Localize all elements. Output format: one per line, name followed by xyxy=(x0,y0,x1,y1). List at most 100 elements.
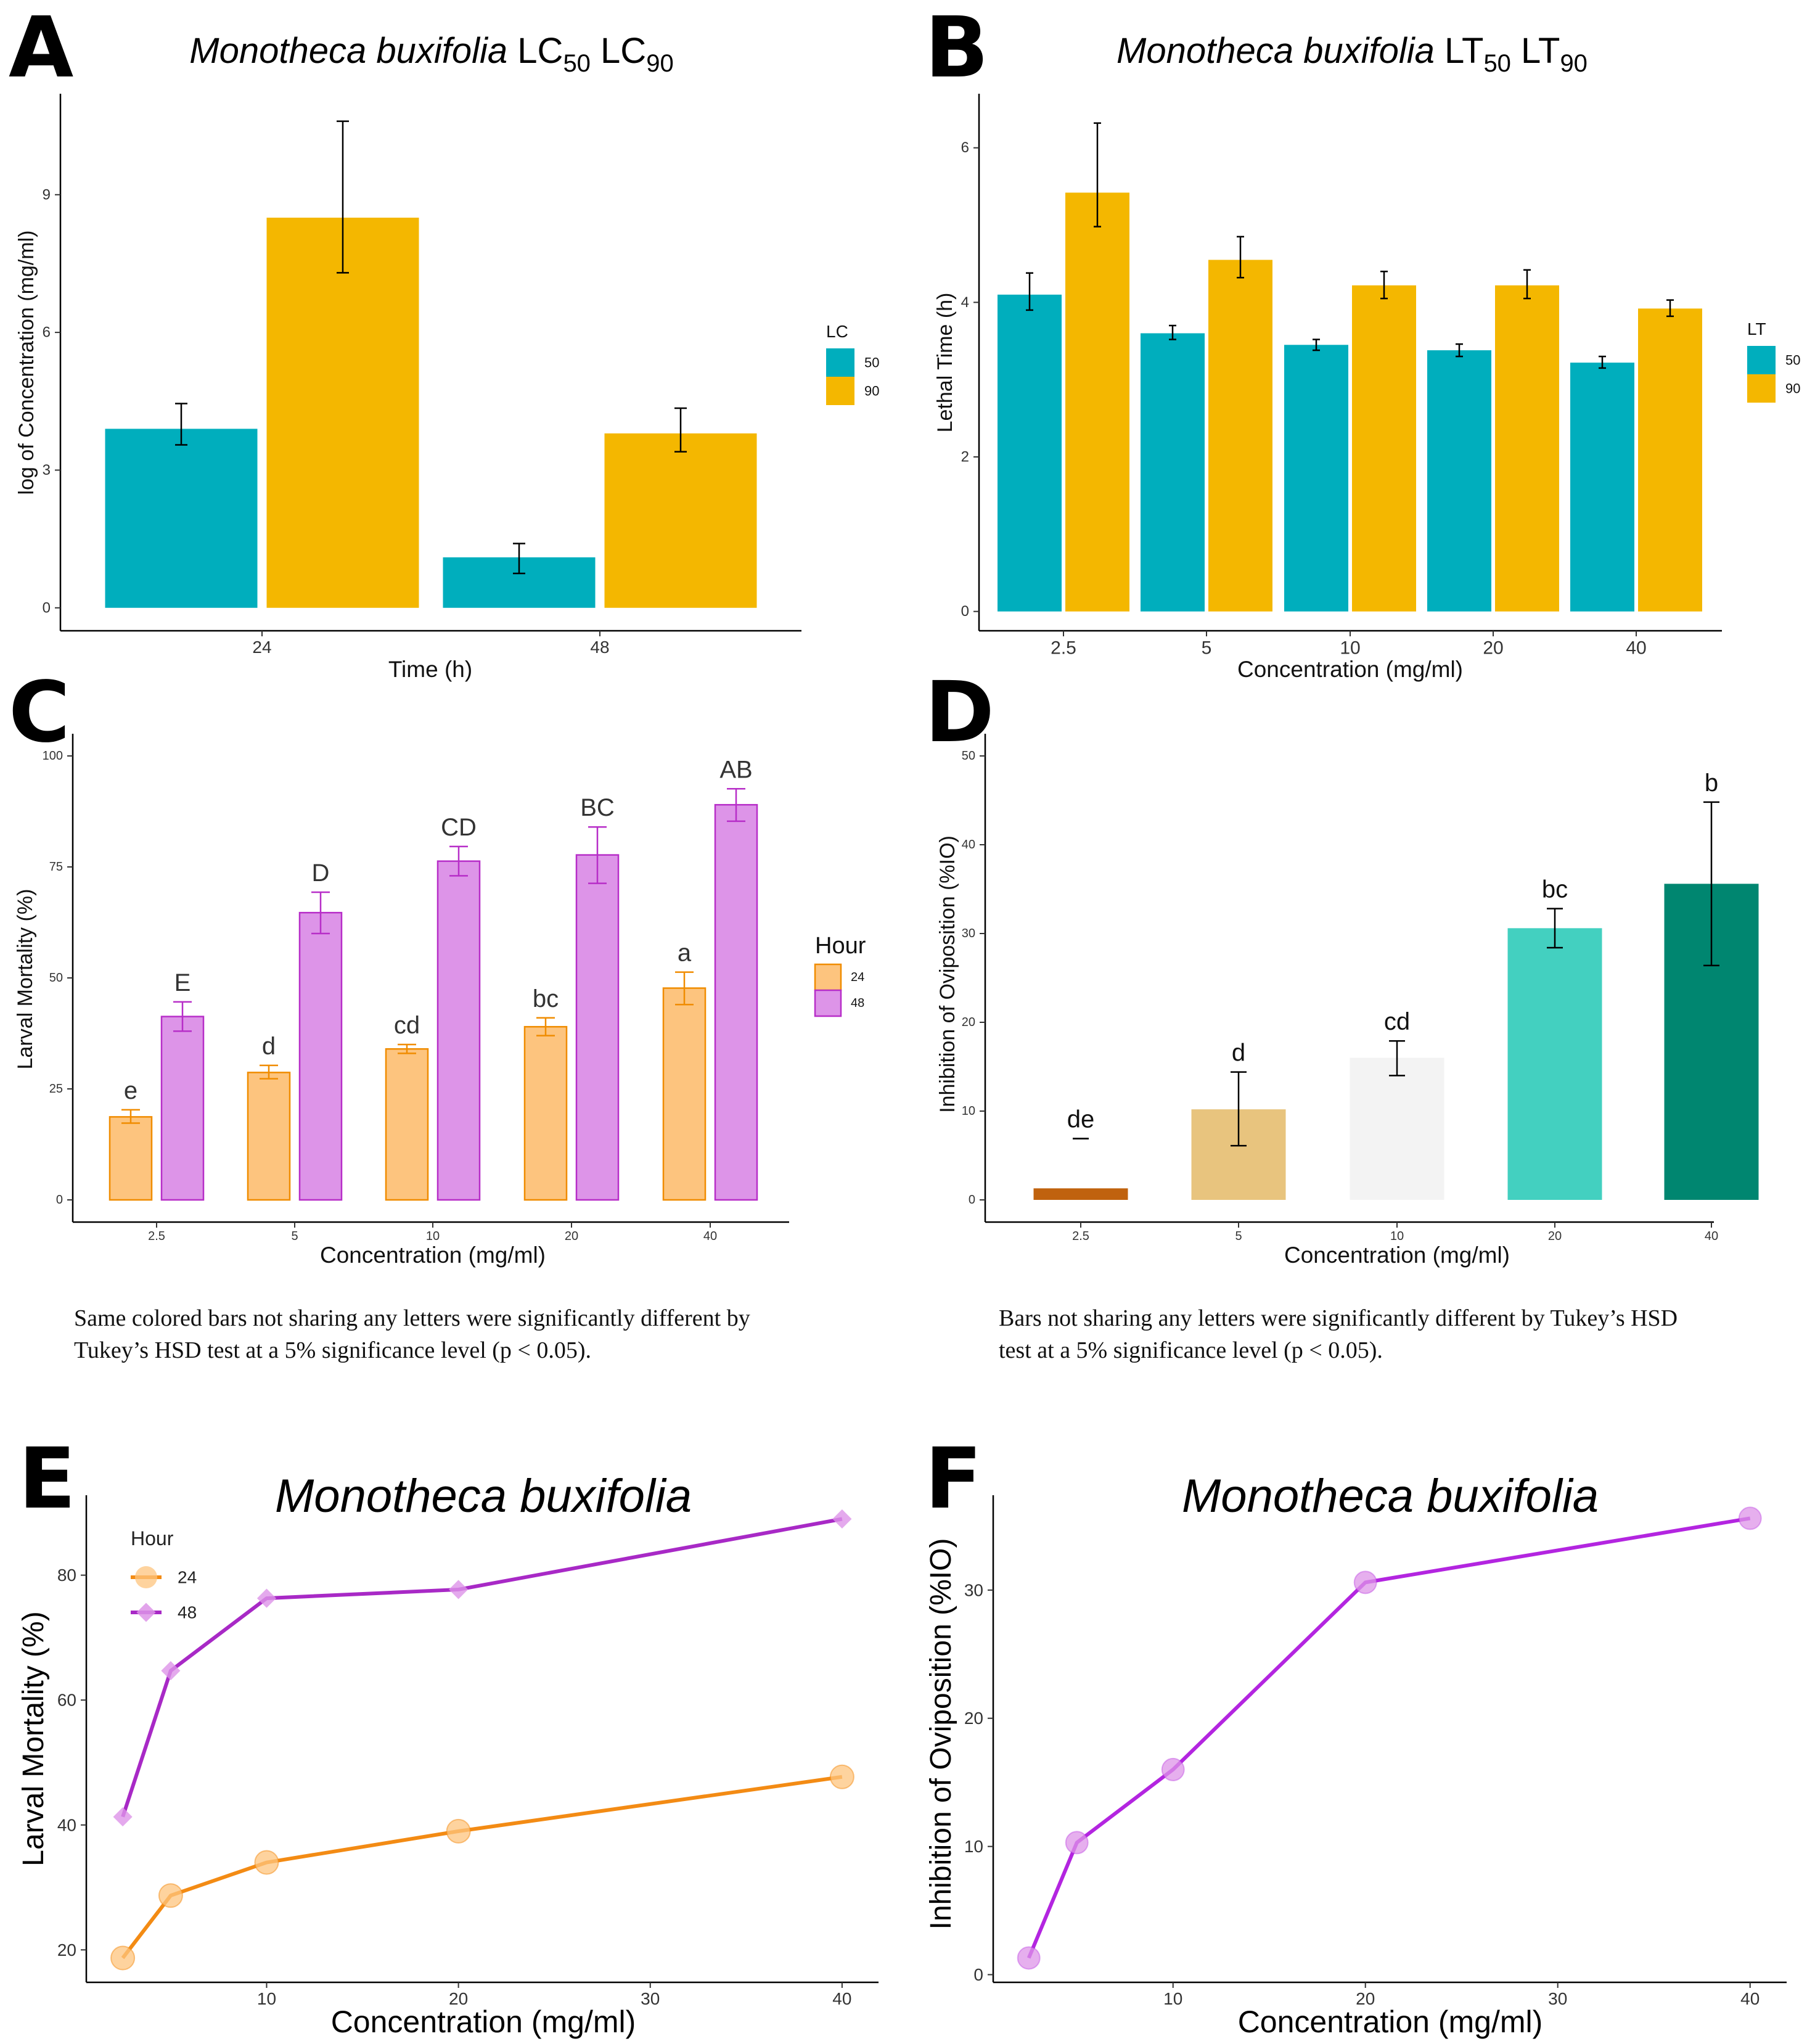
panel-d-x-tick-label: 40 xyxy=(1705,1229,1718,1243)
panel-e-y-tick-label: 60 xyxy=(57,1691,76,1710)
panel-b-y-label: Lethal Time (h) xyxy=(933,293,957,433)
panel-c-x-tick-label: 5 xyxy=(291,1229,298,1243)
panel-e-point-24-40 xyxy=(829,1764,854,1789)
panel-c-bar-24-20 xyxy=(523,1025,568,1201)
panel-f-point-40 xyxy=(1738,1506,1762,1530)
panel-b-y-tick-label: 2 xyxy=(961,449,969,466)
panel-d-letter-10: cd xyxy=(1384,1008,1410,1035)
caption-d: Bars not sharing any letters were signif… xyxy=(999,1302,1800,1366)
caption-c: Same colored bars not sharing any letter… xyxy=(74,1302,875,1366)
panel-d-x-label: Concentration (mg/ml) xyxy=(1284,1242,1510,1268)
panel-c-y-tick-label: 25 xyxy=(49,1082,63,1096)
panel-f-x-tick-label: 40 xyxy=(1740,1989,1760,2008)
panel-b-x-tick-label: 5 xyxy=(1202,638,1212,659)
panel-a-x-label: Time (h) xyxy=(388,657,472,682)
panel-c-x-tick-label: 10 xyxy=(426,1229,440,1243)
panel-c-letter-48-10: CD xyxy=(441,814,477,841)
panel-a-y-label: log of Concentration (mg/ml) xyxy=(15,231,38,495)
panel-c-letter-24-40: a xyxy=(678,940,692,967)
panel-d-x-tick-label: 20 xyxy=(1548,1229,1562,1243)
panel-c-x-label: Concentration (mg/ml) xyxy=(320,1242,546,1268)
panel-e-x-tick-label: 30 xyxy=(641,1989,660,2008)
panel-b-bar-50-10 xyxy=(1284,345,1348,612)
panel-b-y-tick-label: 4 xyxy=(961,294,969,311)
panel-d-y-label: Inhibition of Oviposition (%IO) xyxy=(936,835,959,1113)
panel-e-legend-title: Hour xyxy=(131,1527,174,1549)
panel-c-bar-24-2.5 xyxy=(109,1116,153,1201)
panel-c-bar-48-2.5 xyxy=(160,1016,205,1201)
panel-e-point-24-20 xyxy=(446,1818,471,1844)
panel-e-x-label: Concentration (mg/ml) xyxy=(331,2005,636,2039)
panel-d-letter-20: bc xyxy=(1542,876,1568,903)
panel-f-point-2.5 xyxy=(1017,1946,1041,1970)
panel-e-point-48-10 xyxy=(256,1588,277,1608)
panel-f-x-label: Concentration (mg/ml) xyxy=(1238,2005,1543,2039)
panel-d-letter-40: b xyxy=(1705,770,1718,797)
panel-c-letter-24-10: cd xyxy=(394,1012,420,1039)
panel-b-bar-50-40 xyxy=(1570,363,1634,612)
panel-c-letter-24-2.5: e xyxy=(124,1077,137,1104)
panel-f-point-10 xyxy=(1161,1757,1185,1781)
panel-d-letter-2.5: de xyxy=(1067,1106,1095,1133)
panel-c-y-tick-label: 0 xyxy=(56,1193,63,1207)
panel-a-bar-90-24 xyxy=(266,218,419,608)
panel-label-d: D xyxy=(925,664,994,761)
panel-b-title: Monotheca buxifolia LT50 LT90 xyxy=(1116,31,1588,77)
panel-e-legend-label-48: 48 xyxy=(178,1603,197,1622)
panel-a-bar-90-48 xyxy=(604,433,757,608)
panel-b-bar-50-20 xyxy=(1427,350,1491,612)
panel-c-y-tick-label: 100 xyxy=(43,749,63,763)
panel-b-legend-label-50: 50 xyxy=(1785,353,1800,368)
panel-a-title: Monotheca buxifolia LC50 LC90 xyxy=(189,31,673,77)
panel-c-legend-label-24: 24 xyxy=(851,971,864,984)
panel-f-title: Monotheca buxifolia xyxy=(1182,1470,1599,1522)
panel-e-y-tick-label: 80 xyxy=(57,1566,76,1585)
panel-d-y-tick-label: 50 xyxy=(962,749,975,763)
panel-e-line-24 xyxy=(121,1775,843,1960)
panel-e-legend-marker-48 xyxy=(136,1603,156,1622)
panel-b-legend-label-90: 90 xyxy=(1785,381,1800,396)
panel-d-x-tick-label: 5 xyxy=(1235,1229,1242,1243)
panel-c-letter-48-2.5: E xyxy=(174,969,191,996)
caption-c-line-1: Same colored bars not sharing any letter… xyxy=(74,1305,750,1331)
caption-d-line-2: test at a 5% significance level (p < 0.0… xyxy=(999,1337,1383,1363)
panel-c-letter-24-20: bc xyxy=(533,985,559,1012)
panel-d-letter-5: d xyxy=(1232,1040,1245,1067)
panel-f-point-20 xyxy=(1353,1570,1377,1595)
panel-c-legend-title: Hour xyxy=(815,933,866,959)
panel-b-x-tick-label: 2.5 xyxy=(1051,638,1076,659)
panel-e-title: Monotheca buxifolia xyxy=(275,1470,692,1522)
panel-d-y-tick-label: 0 xyxy=(969,1193,975,1207)
panel-e-point-24-5 xyxy=(158,1883,183,1908)
panel-a-legend-label-90: 90 xyxy=(864,384,879,399)
panel-a-y-tick-label: 0 xyxy=(43,599,51,616)
panel-c-letter-48-5: D xyxy=(312,860,330,887)
panel-a-y-tick-label: 9 xyxy=(43,186,51,203)
panel-e-legend-marker-24 xyxy=(135,1566,157,1588)
panel-c-bar-48-10 xyxy=(436,860,481,1201)
panel-b-y-tick-label: 6 xyxy=(961,139,969,156)
panel-b-legend-key-50 xyxy=(1747,346,1776,374)
panel-b-x-label: Concentration (mg/ml) xyxy=(1237,657,1463,682)
panel-a-legend-title: LC xyxy=(826,322,848,341)
panel-d-x-tick-label: 10 xyxy=(1390,1229,1404,1243)
panel-b-bar-50-5 xyxy=(1141,333,1205,612)
panel-d-y-tick-label: 40 xyxy=(962,838,975,852)
panel-c-bar-24-5 xyxy=(247,1072,291,1201)
panel-f-x-tick-label: 30 xyxy=(1548,1989,1567,2008)
panel-c-letter-48-40: AB xyxy=(719,756,752,783)
panel-f-x-tick-label: 10 xyxy=(1163,1989,1182,2008)
panel-a-bar-50-24 xyxy=(105,429,258,608)
panel-c-bar-24-10 xyxy=(385,1048,429,1201)
panel-c-y-label: Larval Mortality (%) xyxy=(14,889,37,1070)
caption-d-line-1: Bars not sharing any letters were signif… xyxy=(999,1305,1678,1331)
panel-c-legend-label-48: 48 xyxy=(851,996,864,1010)
panel-d-x-tick-label: 2.5 xyxy=(1072,1229,1089,1243)
panel-e-point-48-5 xyxy=(161,1661,181,1681)
panel-d-bar-2.5 xyxy=(1033,1188,1128,1200)
panel-c-x-tick-label: 20 xyxy=(565,1229,578,1243)
panel-d-y-tick-label: 30 xyxy=(962,927,975,940)
panel-c-bar-48-40 xyxy=(714,803,758,1201)
panel-e-x-tick-label: 20 xyxy=(449,1989,468,2008)
panel-f-y-label: Inhibition of Oviposition (%IO) xyxy=(925,1538,957,1930)
